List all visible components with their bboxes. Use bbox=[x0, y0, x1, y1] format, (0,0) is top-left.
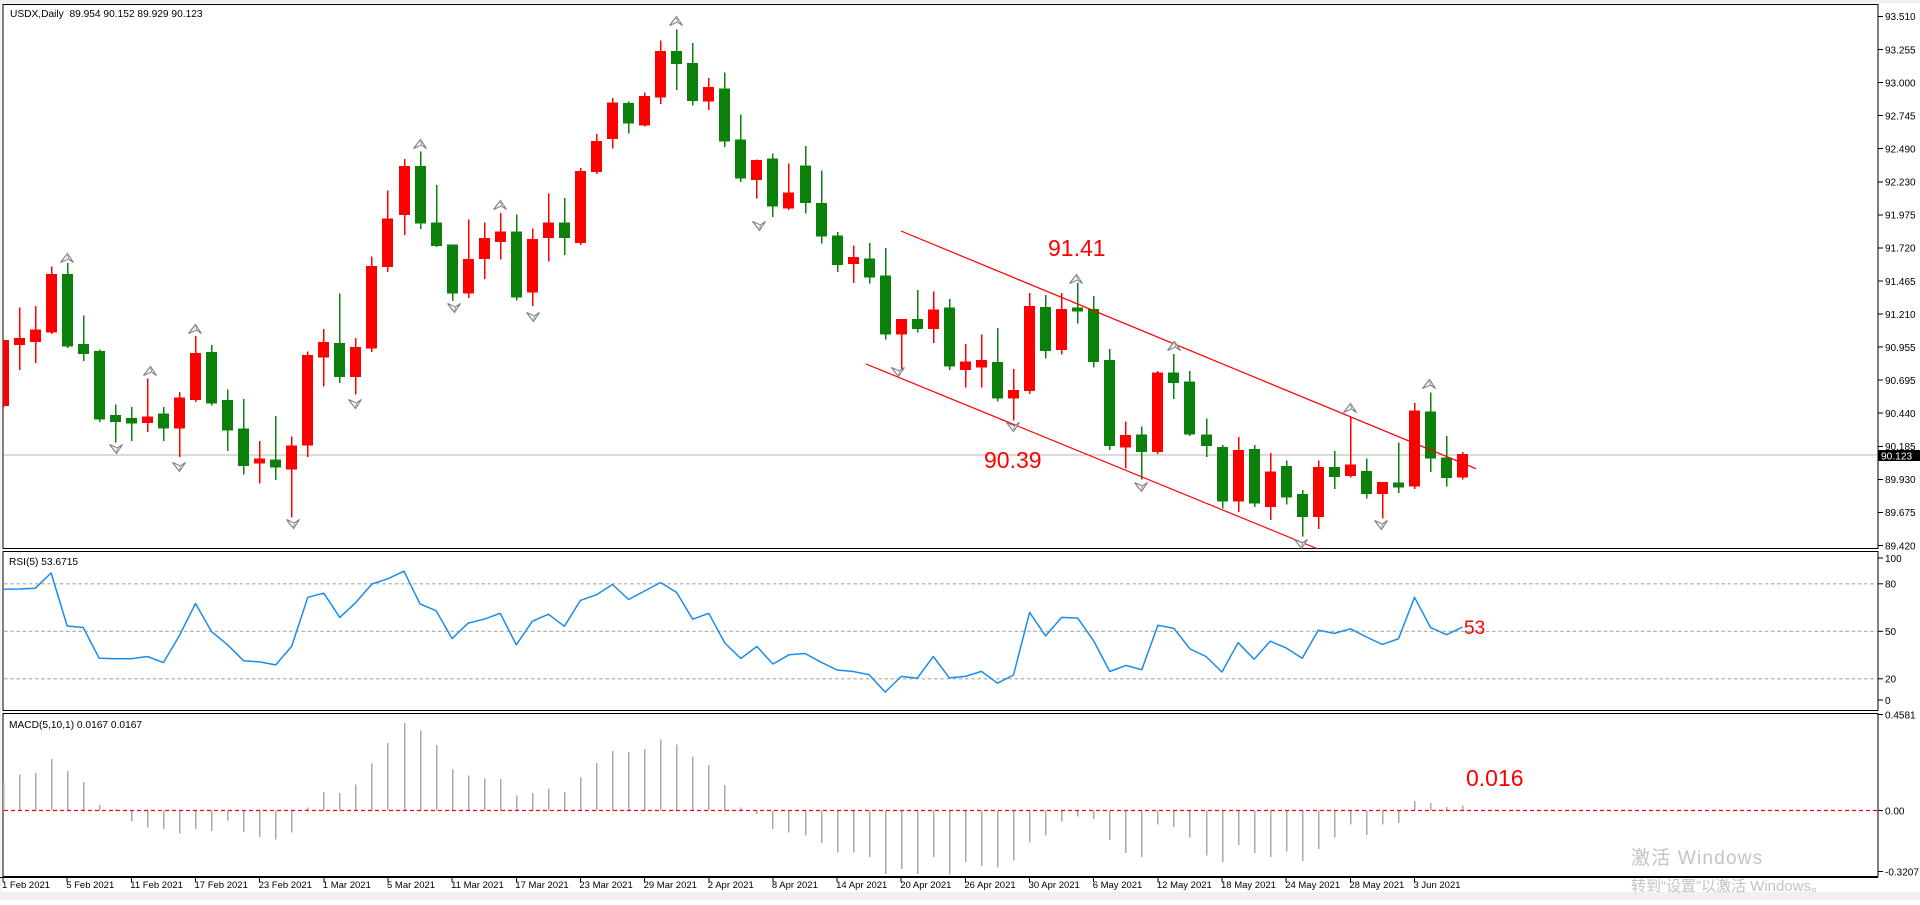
svg-text:26 Apr 2021: 26 Apr 2021 bbox=[964, 880, 1015, 891]
svg-text:23 Mar 2021: 23 Mar 2021 bbox=[579, 880, 632, 891]
svg-text:0.4581: 0.4581 bbox=[1885, 710, 1916, 721]
svg-text:20: 20 bbox=[1885, 675, 1897, 686]
svg-text:5 Mar 2021: 5 Mar 2021 bbox=[387, 880, 435, 891]
svg-text:91.975: 91.975 bbox=[1885, 211, 1916, 222]
svg-text:93.000: 93.000 bbox=[1885, 78, 1916, 89]
svg-text:89.675: 89.675 bbox=[1885, 508, 1916, 519]
svg-text:30 Apr 2021: 30 Apr 2021 bbox=[1029, 880, 1080, 891]
svg-text:92.745: 92.745 bbox=[1885, 111, 1916, 122]
svg-text:89.420: 89.420 bbox=[1885, 541, 1916, 552]
svg-text:RSI(5) 53.6715: RSI(5) 53.6715 bbox=[9, 557, 78, 568]
svg-text:90.955: 90.955 bbox=[1885, 343, 1916, 354]
svg-text:23 Feb 2021: 23 Feb 2021 bbox=[259, 880, 312, 891]
svg-text:90.440: 90.440 bbox=[1885, 409, 1916, 420]
svg-text:53: 53 bbox=[1464, 618, 1485, 639]
svg-text:8 Apr 2021: 8 Apr 2021 bbox=[772, 880, 818, 891]
svg-text:91.720: 91.720 bbox=[1885, 244, 1916, 255]
svg-text:11 Feb 2021: 11 Feb 2021 bbox=[130, 880, 183, 891]
svg-text:90.39: 90.39 bbox=[984, 447, 1042, 473]
svg-text:0.016: 0.016 bbox=[1466, 765, 1524, 791]
svg-text:0.00: 0.00 bbox=[1885, 806, 1905, 817]
svg-text:激活 Windows: 激活 Windows bbox=[1631, 847, 1763, 869]
svg-text:50: 50 bbox=[1885, 627, 1897, 638]
svg-text:17 Mar 2021: 17 Mar 2021 bbox=[515, 880, 568, 891]
svg-text:91.465: 91.465 bbox=[1885, 277, 1916, 288]
svg-text:18 May 2021: 18 May 2021 bbox=[1221, 880, 1276, 891]
svg-text:91.210: 91.210 bbox=[1885, 310, 1916, 321]
svg-text:89.930: 89.930 bbox=[1885, 475, 1916, 486]
svg-text:90.185: 90.185 bbox=[1885, 442, 1916, 453]
svg-text:14 Apr 2021: 14 Apr 2021 bbox=[836, 880, 887, 891]
svg-text:92.230: 92.230 bbox=[1885, 178, 1916, 189]
svg-text:1 Feb 2021: 1 Feb 2021 bbox=[2, 880, 50, 891]
svg-text:28 May 2021: 28 May 2021 bbox=[1349, 880, 1404, 891]
svg-text:11 Mar 2021: 11 Mar 2021 bbox=[451, 880, 504, 891]
svg-text:17 Feb 2021: 17 Feb 2021 bbox=[195, 880, 248, 891]
svg-text:90.123: 90.123 bbox=[1881, 451, 1912, 462]
svg-text:90.695: 90.695 bbox=[1885, 376, 1916, 387]
svg-text:3 Jun 2021: 3 Jun 2021 bbox=[1414, 880, 1461, 891]
svg-text:USDX,Daily 89.954 90.152 89.9: USDX,Daily 89.954 90.152 89.929 90.123 bbox=[10, 9, 203, 20]
svg-text:24 May 2021: 24 May 2021 bbox=[1285, 880, 1340, 891]
svg-text:93.510: 93.510 bbox=[1885, 12, 1916, 23]
svg-text:80: 80 bbox=[1885, 580, 1897, 591]
svg-text:91.41: 91.41 bbox=[1048, 235, 1106, 261]
svg-text:1 Mar 2021: 1 Mar 2021 bbox=[323, 880, 371, 891]
svg-text:100: 100 bbox=[1885, 554, 1902, 565]
svg-text:20 Apr 2021: 20 Apr 2021 bbox=[900, 880, 951, 891]
svg-text:6 May 2021: 6 May 2021 bbox=[1093, 880, 1143, 891]
svg-text:转到“设置”以激活 Windows。: 转到“设置”以激活 Windows。 bbox=[1631, 878, 1826, 895]
svg-text:29 Mar 2021: 29 Mar 2021 bbox=[644, 880, 697, 891]
svg-text:12 May 2021: 12 May 2021 bbox=[1157, 880, 1212, 891]
svg-text:2 Apr 2021: 2 Apr 2021 bbox=[708, 880, 754, 891]
svg-text:MACD(5,10,1) 0.0167 0.0167: MACD(5,10,1) 0.0167 0.0167 bbox=[9, 720, 142, 731]
svg-text:0: 0 bbox=[1885, 696, 1891, 707]
svg-text:92.490: 92.490 bbox=[1885, 145, 1916, 156]
svg-text:93.255: 93.255 bbox=[1885, 45, 1916, 56]
svg-text:-0.3207: -0.3207 bbox=[1885, 867, 1919, 878]
svg-text:5 Feb 2021: 5 Feb 2021 bbox=[66, 880, 114, 891]
